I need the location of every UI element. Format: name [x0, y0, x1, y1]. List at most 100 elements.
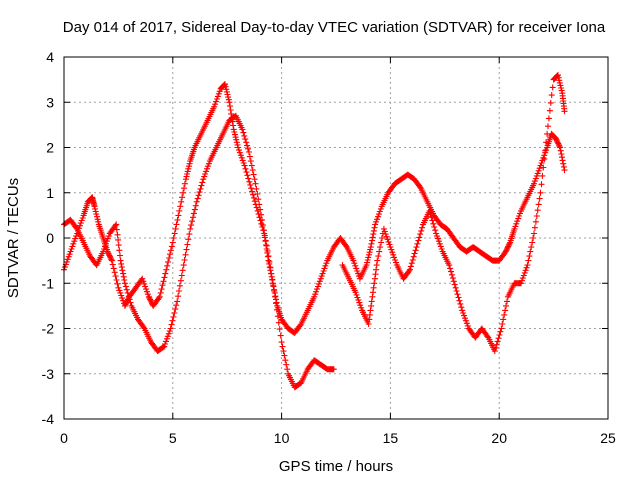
- data-point: [555, 140, 562, 147]
- data-point: [354, 294, 361, 301]
- data-point: [388, 246, 395, 253]
- data-point: [317, 275, 324, 282]
- data-point: [371, 275, 378, 282]
- data-point: [258, 220, 265, 227]
- data-point: [353, 291, 360, 298]
- data-point: [453, 288, 460, 294]
- data-point: [261, 232, 268, 239]
- data-point: [271, 288, 278, 294]
- data-point: [122, 301, 129, 308]
- data-point: [435, 238, 442, 245]
- data-point: [239, 126, 246, 133]
- data-point: [365, 321, 372, 327]
- data-point: [184, 168, 191, 175]
- data-point: [93, 211, 100, 218]
- data-point: [201, 173, 208, 180]
- data-point: [226, 99, 233, 106]
- data-point: [238, 154, 245, 161]
- data-point: [157, 289, 164, 296]
- data-point: [266, 264, 273, 271]
- data-point: [437, 243, 444, 250]
- data-point: [169, 239, 176, 246]
- data-point: [155, 295, 162, 302]
- data-point: [549, 84, 556, 91]
- data-point: [181, 257, 188, 263]
- data-point: [274, 313, 281, 320]
- data-point: [356, 299, 363, 306]
- data-point: [463, 320, 470, 327]
- data-point: [556, 143, 563, 150]
- data-point: [366, 249, 373, 256]
- data-point: [176, 207, 183, 214]
- data-point: [186, 231, 193, 238]
- data-point: [264, 247, 271, 254]
- data-point: [410, 253, 417, 260]
- data-point: [181, 185, 187, 192]
- data-point: [366, 251, 372, 258]
- data-point: [180, 189, 187, 196]
- data-point: [494, 338, 501, 345]
- data-point: [373, 262, 380, 269]
- data-point: [557, 82, 564, 89]
- data-point: [352, 289, 359, 296]
- data-point: [242, 136, 249, 143]
- data-point: [242, 165, 249, 172]
- data-point: [560, 163, 567, 170]
- data-point: [196, 189, 203, 196]
- data-point: [534, 170, 541, 177]
- data-point: [500, 316, 507, 323]
- data-point: [251, 176, 258, 183]
- data-point: [555, 72, 561, 79]
- data-point: [120, 270, 127, 277]
- y-tick-label: 1: [46, 185, 54, 201]
- data-point: [367, 244, 374, 251]
- data-point: [531, 178, 538, 185]
- x-tick-label: 5: [169, 430, 177, 446]
- data-point: [121, 280, 128, 287]
- data-point: [246, 178, 253, 185]
- data-point: [416, 183, 423, 190]
- data-point: [514, 218, 521, 225]
- data-point: [223, 88, 230, 95]
- data-point: [512, 223, 519, 230]
- data-point: [281, 352, 288, 359]
- data-point: [315, 280, 322, 287]
- data-point: [555, 141, 562, 148]
- data-point: [167, 247, 174, 254]
- data-point: [267, 264, 274, 271]
- data-point: [213, 96, 220, 102]
- series-track-b: [61, 112, 337, 391]
- data-point: [122, 283, 129, 290]
- data-point: [225, 94, 232, 101]
- data-point: [543, 147, 550, 154]
- data-point: [113, 277, 120, 283]
- data-point: [370, 289, 376, 296]
- data-point: [364, 257, 371, 263]
- data-point: [253, 204, 260, 211]
- data-point: [373, 266, 380, 273]
- data-point: [316, 278, 323, 285]
- data-point: [460, 310, 467, 316]
- data-point: [436, 240, 443, 247]
- data-point: [378, 239, 385, 246]
- data-point: [173, 221, 180, 228]
- data-point: [504, 246, 510, 252]
- data-point: [411, 250, 418, 257]
- data-point: [194, 195, 201, 202]
- data-point: [164, 262, 171, 269]
- data-point: [454, 291, 461, 298]
- data-point: [534, 207, 541, 214]
- data-point: [535, 167, 542, 174]
- data-point: [235, 144, 242, 151]
- data-point: [265, 253, 272, 260]
- data-point: [448, 268, 454, 275]
- data-point: [516, 213, 523, 219]
- data-point: [225, 96, 232, 103]
- data-point: [163, 266, 170, 273]
- data-point: [416, 234, 423, 241]
- data-point: [156, 293, 163, 300]
- data-point: [172, 306, 179, 313]
- data-point: [176, 282, 183, 289]
- data-point: [180, 262, 187, 269]
- data-point: [503, 302, 509, 309]
